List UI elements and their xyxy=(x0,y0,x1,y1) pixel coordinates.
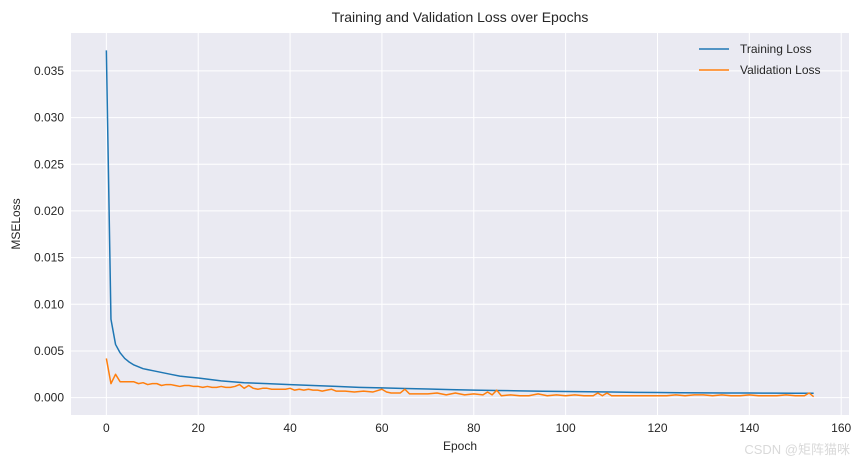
tick-labels: 0 20 40 60 80 100 120 140 160 0.000 0.005 0.010 0.01… xyxy=(34,64,852,435)
y-tick-label: 0.030 xyxy=(34,111,64,125)
legend: Training Loss Validation Loss xyxy=(699,42,821,77)
y-tick-label: 0.000 xyxy=(34,391,64,405)
y-tick-label: 0.010 xyxy=(34,297,64,311)
legend-label-validation-loss: Validation Loss xyxy=(740,63,821,77)
y-tick-label: 0.035 xyxy=(34,64,64,78)
x-tick-label: 160 xyxy=(831,421,851,435)
x-tick-label: 80 xyxy=(467,421,481,435)
x-tick-label: 60 xyxy=(375,421,389,435)
plot-area xyxy=(71,33,849,415)
x-tick-label: 140 xyxy=(739,421,759,435)
x-tick-label: 120 xyxy=(647,421,667,435)
x-tick-label: 100 xyxy=(556,421,576,435)
series-line-training-loss xyxy=(105,50,814,394)
x-tick-label: 40 xyxy=(283,421,297,435)
legend-label-training-loss: Training Loss xyxy=(740,42,812,56)
x-tick-label: 20 xyxy=(192,421,206,435)
gridlines xyxy=(71,33,849,415)
y-tick-label: 0.025 xyxy=(34,157,64,171)
y-tick-label: 0.015 xyxy=(34,251,64,265)
x-axis-label: Epoch xyxy=(443,439,477,453)
watermark-text: CSDN @矩阵猫咪 xyxy=(744,442,850,457)
series-line-validation-loss xyxy=(105,358,815,398)
y-tick-label: 0.020 xyxy=(34,204,64,218)
x-tick-label: 0 xyxy=(103,421,110,435)
series-lines xyxy=(105,50,815,398)
y-axis-label: MSELoss xyxy=(9,198,23,249)
chart-title: Training and Validation Loss over Epochs xyxy=(332,9,589,25)
y-tick-label: 0.005 xyxy=(34,344,64,358)
